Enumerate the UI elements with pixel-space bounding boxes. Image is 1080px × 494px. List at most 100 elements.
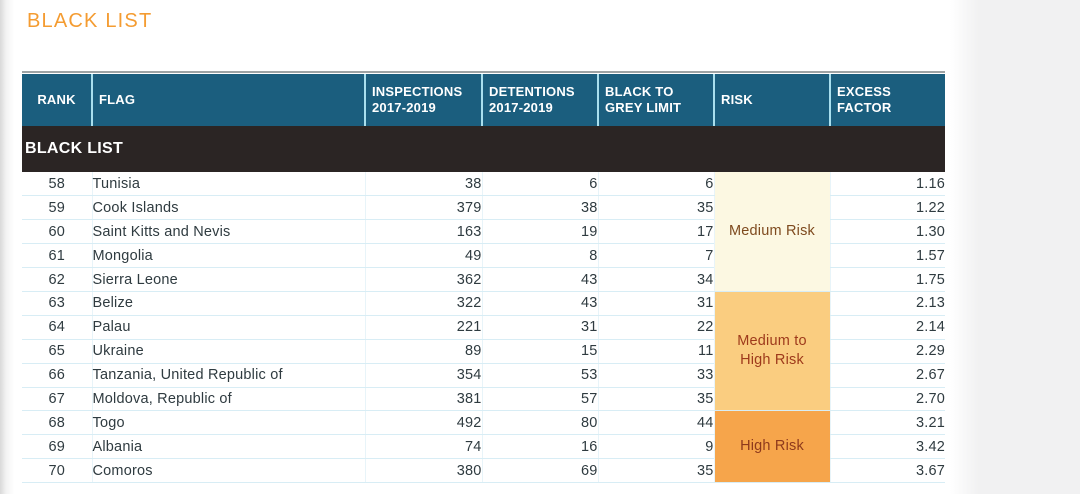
- inspections-cell: 322: [364, 291, 482, 316]
- limit-cell: 34: [597, 267, 714, 292]
- flag-cell: Belize: [91, 291, 365, 316]
- risk-cell: High Risk: [713, 410, 830, 484]
- flag-cell: Sierra Leone: [91, 267, 365, 292]
- detentions-cell: 15: [481, 339, 598, 364]
- flag-cell: Tanzania, United Republic of: [91, 363, 365, 388]
- inspections-cell: 354: [364, 363, 482, 388]
- detentions-cell: 80: [481, 410, 598, 436]
- table-row: 60 Saint Kitts and Nevis 163 19 17 1.30: [22, 219, 945, 245]
- inspections-cell: 379: [364, 195, 482, 221]
- flag-cell: Mongolia: [91, 243, 365, 269]
- table-row: 64 Palau 221 31 22 2.14: [22, 315, 945, 340]
- table-body: 58 Tunisia 38 6 6 Medium Risk 1.16 59 Cook Islan…: [22, 172, 945, 484]
- inspections-cell: 362: [364, 267, 482, 292]
- limit-cell: 17: [597, 219, 714, 245]
- inspections-cell: 492: [364, 410, 482, 436]
- excess-cell: 1.22: [829, 195, 945, 221]
- rank-cell: 70: [22, 458, 92, 484]
- detentions-cell: 69: [481, 458, 598, 484]
- rank-cell: 68: [22, 410, 92, 436]
- detentions-cell: 57: [481, 387, 598, 412]
- table-row: 69 Albania 74 16 9 3.42: [22, 434, 945, 460]
- excess-cell: 3.42: [829, 434, 945, 460]
- excess-cell: 1.16: [829, 172, 945, 197]
- rank-cell: 62: [22, 267, 92, 292]
- rank-cell: 67: [22, 387, 92, 412]
- rank-cell: 59: [22, 195, 92, 221]
- rank-cell: 66: [22, 363, 92, 388]
- detentions-cell: 8: [481, 243, 598, 269]
- rank-cell: 65: [22, 339, 92, 364]
- table-row: 63 Belize 322 43 31 Medium to High Risk 2.13: [22, 291, 945, 412]
- flag-cell: Tunisia: [91, 172, 365, 197]
- flag-cell: Moldova, Republic of: [91, 387, 365, 412]
- inspections-cell: 381: [364, 387, 482, 412]
- column-header-inspections: INSPECTIONS 2017-2019: [364, 74, 482, 126]
- table-row: 62 Sierra Leone 362 43 34 1.75: [22, 267, 945, 292]
- table-top-rule: [22, 71, 945, 73]
- detentions-cell: 31: [481, 315, 598, 340]
- column-header-limit: BLACK TO GREY LIMIT: [597, 74, 714, 126]
- table-row: 70 Comoros 380 69 35 3.67: [22, 458, 945, 484]
- column-header-detentions: DETENTIONS 2017-2019: [481, 74, 598, 126]
- limit-cell: 11: [597, 339, 714, 364]
- table-header: RANK FLAG INSPECTIONS 2017-2019 DETENTIO…: [22, 74, 945, 126]
- detentions-cell: 53: [481, 363, 598, 388]
- detentions-cell: 19: [481, 219, 598, 245]
- rank-cell: 63: [22, 291, 92, 316]
- detentions-cell: 43: [481, 267, 598, 292]
- page-title: BLACK LIST: [27, 10, 153, 32]
- limit-cell: 22: [597, 315, 714, 340]
- inspections-cell: 49: [364, 243, 482, 269]
- table-row: 61 Mongolia 49 8 7 1.57: [22, 243, 945, 269]
- flag-cell: Saint Kitts and Nevis: [91, 219, 365, 245]
- inspections-cell: 89: [364, 339, 482, 364]
- column-header-rank: RANK: [22, 74, 92, 126]
- table-row: 65 Ukraine 89 15 11 2.29: [22, 339, 945, 364]
- limit-cell: 33: [597, 363, 714, 388]
- rank-cell: 61: [22, 243, 92, 269]
- table-row: 68 Togo 492 80 44 High Risk 3.21: [22, 410, 945, 484]
- limit-cell: 35: [597, 195, 714, 221]
- excess-cell: 1.75: [829, 267, 945, 292]
- page-right-margin: [950, 0, 1080, 494]
- rank-cell: 69: [22, 434, 92, 460]
- table-row: 59 Cook Islands 379 38 35 1.22: [22, 195, 945, 221]
- rank-cell: 58: [22, 172, 92, 197]
- limit-cell: 35: [597, 387, 714, 412]
- column-header-excess: EXCESS FACTOR: [829, 74, 945, 126]
- excess-cell: 2.67: [829, 363, 945, 388]
- excess-cell: 2.14: [829, 315, 945, 340]
- flag-cell: Comoros: [91, 458, 365, 484]
- flag-cell: Palau: [91, 315, 365, 340]
- column-header-flag: FLAG: [91, 74, 365, 126]
- excess-cell: 3.67: [829, 458, 945, 484]
- inspections-cell: 221: [364, 315, 482, 340]
- rank-cell: 60: [22, 219, 92, 245]
- flag-cell: Ukraine: [91, 339, 365, 364]
- limit-cell: 7: [597, 243, 714, 269]
- risk-cell: Medium to High Risk: [713, 291, 830, 412]
- inspections-cell: 38: [364, 172, 482, 197]
- blacklist-table: RANK FLAG INSPECTIONS 2017-2019 DETENTIO…: [22, 74, 945, 484]
- rank-cell: 64: [22, 315, 92, 340]
- table-row: 58 Tunisia 38 6 6 Medium Risk 1.16: [22, 172, 945, 292]
- detentions-cell: 38: [481, 195, 598, 221]
- limit-cell: 6: [597, 172, 714, 197]
- detentions-cell: 43: [481, 291, 598, 316]
- excess-cell: 2.13: [829, 291, 945, 316]
- inspections-cell: 163: [364, 219, 482, 245]
- table-row: 67 Moldova, Republic of 381 57 35 2.70: [22, 387, 945, 412]
- detentions-cell: 16: [481, 434, 598, 460]
- excess-cell: 3.21: [829, 410, 945, 436]
- page-left-edge: [0, 0, 14, 494]
- section-label: BLACK LIST: [22, 126, 945, 172]
- column-header-risk: RISK: [713, 74, 830, 126]
- flag-cell: Albania: [91, 434, 365, 460]
- excess-cell: 1.57: [829, 243, 945, 269]
- risk-cell: Medium Risk: [713, 172, 830, 292]
- blacklist-table-container: RANK FLAG INSPECTIONS 2017-2019 DETENTIO…: [22, 74, 945, 484]
- limit-cell: 31: [597, 291, 714, 316]
- limit-cell: 44: [597, 410, 714, 436]
- excess-cell: 2.29: [829, 339, 945, 364]
